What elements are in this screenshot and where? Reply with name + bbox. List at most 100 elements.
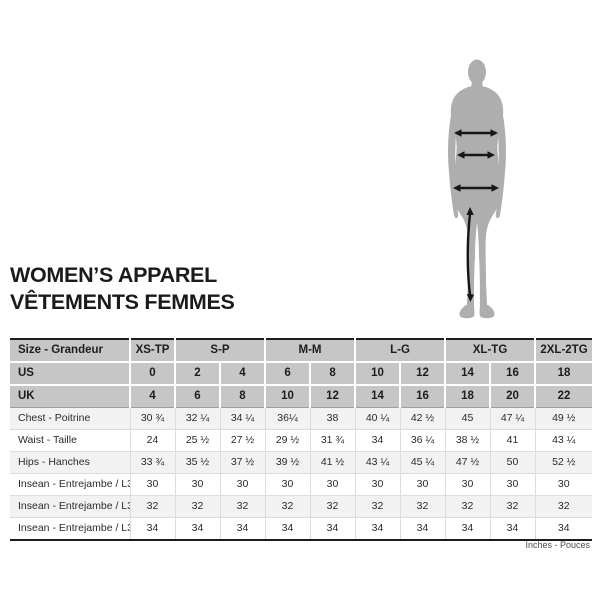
table-row: Chest - Poitrine 30 ¾ 32 ¼ 34 ¼ 36¼ 38 40 ¼ 42 …	[10, 407, 593, 430]
table-cell: 30	[400, 473, 446, 496]
table-row: Hips - Hanches 33 ¾ 35 ½ 37 ½ 39 ½ 41 ½ 43 ¼ 45…	[10, 451, 593, 474]
waist-measure-arrow	[457, 151, 495, 159]
table-cell: 43 ¼	[355, 451, 401, 474]
table-cell: 12	[400, 362, 447, 386]
table-cell: 32	[265, 495, 311, 518]
row-label-cell: Insean - Entrejambe / L34	[10, 517, 131, 540]
table-cell: 38 ½	[445, 429, 491, 452]
size-group-row: Size - Grandeur XS-TP S-P M-M L-G XL-TG 2XL-2…	[10, 339, 593, 363]
table-row: US 0 2 4 6 8 10 12 14 16 18	[10, 362, 593, 386]
size-table-body: Chest - Poitrine 30 ¾ 32 ¼ 34 ¼ 36¼ 38 40 ¼ 42 …	[10, 407, 593, 540]
table-cell: 34	[355, 429, 401, 452]
table-cell: 36 ¼	[400, 429, 446, 452]
female-silhouette	[448, 59, 506, 319]
table-cell: 42 ½	[400, 407, 446, 430]
table-cell: 31 ¾	[310, 429, 356, 452]
table-cell: 22	[535, 385, 593, 408]
table-row: Insean - Entrejambe / L34 34 34 34 34 34 34 34 3…	[10, 517, 592, 540]
page-title: WOMEN’S APPAREL VÊTEMENTS FEMMES	[10, 262, 235, 317]
row-label-cell: UK	[10, 385, 131, 408]
size-group-cell: 2XL-2TG	[535, 339, 593, 363]
table-cell: 10	[355, 362, 402, 386]
table-cell: 27 ½	[220, 429, 266, 452]
table-cell: 14	[355, 385, 402, 408]
table-cell: 32 ¼	[175, 407, 221, 430]
table-cell: 34	[265, 517, 311, 540]
table-cell: 16	[490, 362, 537, 386]
size-group-cell: L-G	[355, 339, 447, 363]
table-cell: 34	[445, 517, 491, 540]
size-table-header: Size - Grandeur XS-TP S-P M-M L-G XL-TG 2XL-2…	[10, 339, 593, 408]
table-cell: 34 ¼	[220, 407, 266, 430]
table-cell: 10	[265, 385, 312, 408]
table-cell: 38	[310, 407, 356, 430]
table-cell: 50	[490, 451, 536, 474]
table-cell: 4	[220, 362, 267, 386]
table-cell: 18	[445, 385, 492, 408]
table-cell: 20	[490, 385, 537, 408]
table-cell: 29 ½	[265, 429, 311, 452]
size-table: Size - Grandeur XS-TP S-P M-M L-G XL-TG 2XL-2…	[10, 338, 593, 541]
page-title-line2: VÊTEMENTS FEMMES	[10, 290, 235, 315]
row-label-cell: Hips - Hanches	[10, 451, 131, 474]
table-cell: 43 ¼	[535, 429, 593, 452]
table-row: Insean - Entrejambe / L30 30 30 30 30 30 30 30 3…	[10, 473, 593, 496]
female-silhouette-figure	[448, 59, 506, 319]
table-cell: 14	[445, 362, 492, 386]
table-cell: 32	[445, 495, 491, 518]
table-cell: 30 ¾	[130, 407, 176, 430]
table-cell: 35 ½	[175, 451, 221, 474]
table-cell: 32	[355, 495, 401, 518]
row-label-cell: Waist - Taille	[10, 429, 131, 452]
size-group-cell: S-P	[175, 339, 267, 363]
table-cell: 34	[175, 517, 221, 540]
table-row: UK 4 6 8 10 12 14 16 18 20 22	[10, 385, 593, 408]
table-cell: 16	[400, 385, 447, 408]
row-label-cell: Insean - Entrejambe / L30	[10, 473, 131, 496]
table-cell: 34	[220, 517, 266, 540]
table-cell: 32	[490, 495, 536, 518]
table-cell: 18	[535, 362, 593, 386]
table-cell: 45 ¼	[400, 451, 446, 474]
table-cell: 25 ½	[175, 429, 221, 452]
table-cell: 30	[220, 473, 266, 496]
table-cell: 34	[355, 517, 401, 540]
units-footnote: Inches - Pouces	[525, 540, 590, 550]
table-cell: 52 ½	[535, 451, 593, 474]
size-group-cell: M-M	[265, 339, 357, 363]
table-cell: 32	[130, 495, 176, 518]
table-cell: 34	[490, 517, 536, 540]
table-cell: 32	[175, 495, 221, 518]
table-cell: 34	[557, 522, 570, 535]
page-title-line1: WOMEN’S APPAREL	[10, 263, 217, 287]
table-cell: 32	[535, 495, 593, 518]
table-row: Insean - Entrejambe / L32 32 32 32 32 32 32 32 3…	[10, 495, 593, 518]
table-cell: 45	[445, 407, 491, 430]
table-cell: 30	[175, 473, 221, 496]
table-cell: 2	[175, 362, 221, 386]
table-cell: 41	[490, 429, 536, 452]
table-cell: 34	[130, 517, 176, 540]
table-cell: 4	[130, 385, 176, 408]
table-cell: 6	[175, 385, 221, 408]
size-group-cell: XS-TP	[130, 339, 176, 363]
hips-measure-arrow	[453, 184, 499, 192]
table-cell: 33 ¾	[130, 451, 176, 474]
table-cell: 0	[130, 362, 176, 386]
table-cell: 30	[445, 473, 491, 496]
row-label-cell: Chest - Poitrine	[10, 407, 131, 430]
table-cell: 47 ½	[445, 451, 491, 474]
table-cell: 34	[400, 517, 446, 540]
size-grandeur-header-cell: Size - Grandeur	[10, 339, 131, 363]
table-cell: 8	[310, 362, 357, 386]
table-cell: 30	[265, 473, 311, 496]
table-cell: 34	[310, 517, 356, 540]
table-cell: 8	[220, 385, 267, 408]
table-cell: 30	[130, 473, 176, 496]
table-cell: 37 ½	[220, 451, 266, 474]
table-cell: 30	[490, 473, 536, 496]
table-cell: 30	[310, 473, 356, 496]
table-cell: 24	[130, 429, 176, 452]
table-cell: 32	[310, 495, 356, 518]
table-cell: 12	[310, 385, 357, 408]
